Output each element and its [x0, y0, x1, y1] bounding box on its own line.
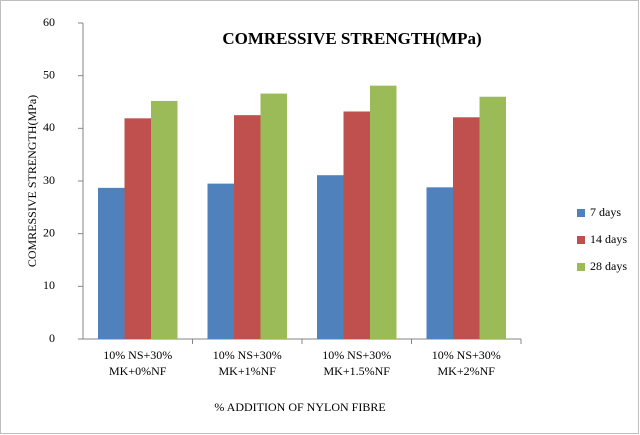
y-tick-label: 60	[43, 15, 55, 29]
y-tick-label: 30	[43, 173, 55, 187]
y-tick-label: 40	[43, 120, 55, 134]
x-tick-label: 10% NS+30% MK+1%NF	[212, 348, 282, 378]
bar	[479, 96, 506, 339]
y-tick-label: 50	[43, 67, 55, 81]
y-tick-label: 0	[49, 331, 55, 345]
bar	[234, 115, 261, 340]
bar	[124, 118, 151, 340]
legend-swatch	[577, 263, 585, 271]
legend-swatch	[577, 209, 585, 217]
y-axis-label: COMRESSIVE STRENGTH(MPa)	[25, 95, 39, 267]
y-tick-label: 20	[43, 225, 55, 239]
y-tick-label: 10	[43, 278, 55, 292]
x-tick-label: 10% NS+30% MK+2%NF	[431, 348, 501, 378]
bar	[370, 85, 397, 339]
legend-label: 28 days	[590, 259, 627, 273]
bar	[207, 183, 234, 339]
x-tick-label: 10% NS+30% MK+1.5%NF	[322, 348, 392, 378]
chart-title: COMRESSIVE STRENGTH(MPa)	[222, 29, 481, 48]
bar	[426, 187, 453, 339]
x-tick-label: 10% NS+30% MK+0%NF	[103, 348, 173, 378]
bar	[317, 175, 344, 339]
bar	[343, 111, 370, 339]
bar	[260, 93, 287, 339]
legend-swatch	[577, 236, 585, 244]
bar	[98, 187, 125, 339]
legend-label: 14 days	[590, 232, 627, 246]
x-axis-label: % ADDITION OF NYLON FIBRE	[214, 400, 385, 414]
bar	[151, 100, 178, 340]
bar	[453, 117, 480, 339]
legend-label: 7 days	[590, 205, 621, 219]
